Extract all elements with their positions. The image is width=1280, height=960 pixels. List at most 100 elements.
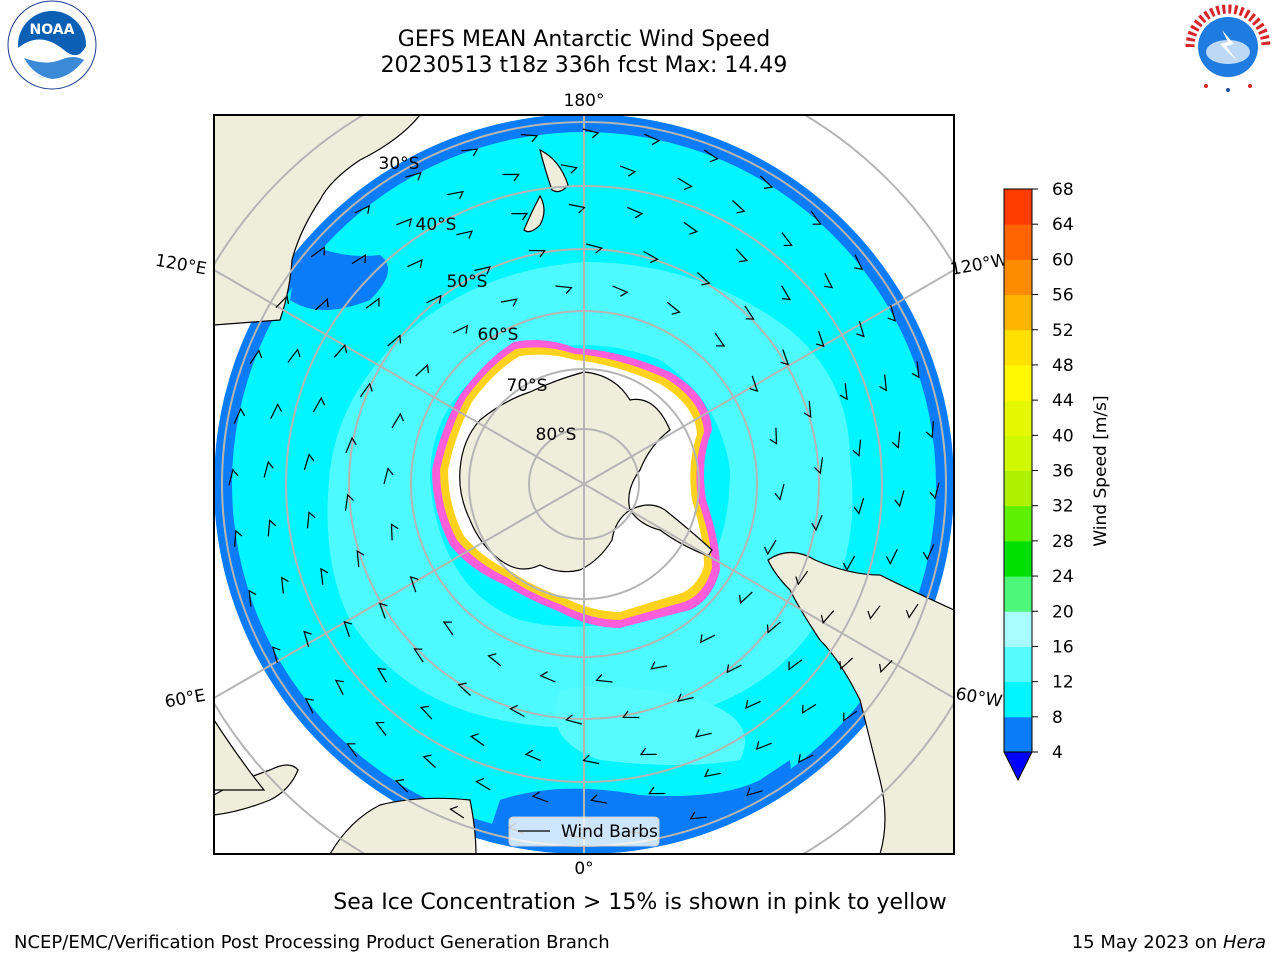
wind-barb — [346, 743, 358, 758]
wind-barb — [375, 721, 387, 736]
wind-barb — [267, 519, 277, 537]
wind-barb — [419, 705, 433, 720]
colorbar-extend-arrow — [1003, 751, 1033, 782]
wind-barb — [469, 733, 485, 747]
wind-barb — [457, 682, 471, 696]
wind-barb — [852, 439, 862, 457]
nws-logo — [1184, 3, 1272, 92]
wind-barb — [815, 330, 825, 348]
colorbar-segment — [1004, 646, 1032, 683]
longitude-lines — [214, 115, 954, 854]
wind-barb — [922, 544, 935, 561]
wind-barb — [314, 297, 329, 311]
lat-label-60s: 60°S — [478, 325, 519, 345]
wind-barb — [755, 741, 772, 751]
africa-land — [329, 797, 477, 854]
wind-barb — [929, 482, 940, 500]
wind-barb — [795, 570, 809, 586]
wind-barb — [801, 703, 817, 715]
wind-barb — [894, 490, 905, 508]
wind-barb — [648, 786, 666, 795]
wind-barb — [365, 297, 380, 309]
colorbar-tick-label: 8 — [1052, 708, 1063, 728]
wind-barb — [820, 610, 835, 624]
wind-barb — [764, 539, 777, 556]
wind-barb — [271, 646, 281, 663]
colorbar-tick-label: 28 — [1052, 532, 1074, 552]
wind-barb — [612, 285, 629, 297]
wind-barb — [839, 383, 848, 401]
chart-title: GEFS MEAN Antarctic Wind Speed — [397, 27, 771, 52]
wind-barb — [303, 453, 315, 470]
wind-barb — [320, 567, 329, 585]
colorbar-segment — [1004, 576, 1032, 612]
wind-barbs — [228, 128, 940, 840]
wind-barb — [383, 467, 394, 485]
wind-barb — [639, 747, 658, 756]
wind-barb — [780, 349, 790, 366]
wind-barb — [275, 294, 289, 309]
colorbar-segment — [1004, 329, 1032, 366]
wind-barb — [879, 659, 893, 674]
wind-barb — [509, 704, 525, 718]
colorbar-tick-label: 52 — [1052, 321, 1074, 341]
wind-barb — [234, 529, 243, 547]
wind-barb — [409, 575, 419, 593]
colorbar-segment — [1004, 189, 1032, 225]
coast-west-land — [214, 718, 266, 791]
colorbar-segment — [1004, 364, 1032, 401]
footer-date-text: 15 May 2023 on — [1071, 932, 1223, 953]
wind-barb — [746, 787, 763, 797]
footer-host: Hera — [1222, 932, 1266, 953]
colorbar-segment — [1004, 435, 1032, 471]
wind-barb — [447, 190, 464, 200]
wind-barb — [745, 699, 761, 710]
lat-label-70s: 70°S — [507, 376, 548, 396]
wind-barb — [461, 148, 479, 157]
wind-barb — [744, 305, 755, 320]
legend-wind-barbs-label: Wind Barbs — [561, 822, 658, 842]
wind-barb — [759, 175, 774, 189]
wind-barb — [586, 243, 603, 254]
wind-barb — [781, 232, 793, 247]
svg-text:NOAA: NOAA — [30, 22, 75, 38]
wind-barb — [887, 305, 897, 322]
wind-barb — [343, 620, 353, 638]
colorbar-segment — [1004, 716, 1032, 753]
colorbar-tick-label: 4 — [1052, 743, 1063, 763]
wind-barb — [622, 710, 640, 719]
wind-barb — [810, 210, 822, 225]
wind-barb — [391, 412, 404, 429]
wind-barb — [228, 468, 239, 486]
colorbar-tick-label: 32 — [1052, 497, 1074, 517]
sea-ice-caption: Sea Ice Concentration > 15% is shown in … — [333, 890, 947, 915]
lat-label-40s: 40°S — [416, 215, 457, 235]
wind-barb — [449, 805, 465, 819]
wind-barb — [703, 149, 719, 163]
lon-label-60w: 60°W — [954, 684, 1004, 712]
wind-barb — [528, 249, 546, 258]
wind-barb — [510, 212, 529, 221]
wind-barb — [413, 648, 424, 663]
wind-barb — [377, 667, 387, 683]
noaa-logo: NOAA — [7, 0, 97, 90]
wind-barb — [582, 754, 600, 765]
wind-barb — [843, 710, 858, 722]
colorbar-tick-label: 56 — [1052, 286, 1074, 306]
colorbar-segment — [1004, 294, 1032, 331]
wind-barb — [697, 272, 711, 286]
antarctic-peninsula — [629, 504, 713, 557]
wind-barb — [351, 253, 367, 265]
wind-barb — [310, 246, 325, 258]
wind-barb — [422, 754, 436, 768]
colorbar-tick-label: 12 — [1052, 673, 1074, 693]
colorbar-tick-label: 40 — [1052, 426, 1074, 446]
wind-barb — [387, 334, 402, 347]
wind-barb — [595, 673, 613, 683]
wind-barb — [233, 407, 246, 424]
colorbar-tick-label: 68 — [1052, 180, 1074, 200]
wind-barb — [769, 427, 778, 445]
colorbar-tick-label: 60 — [1052, 250, 1074, 270]
chart-subtitle: 20230513 t18z 336h fcst Max: 14.49 — [380, 53, 788, 78]
